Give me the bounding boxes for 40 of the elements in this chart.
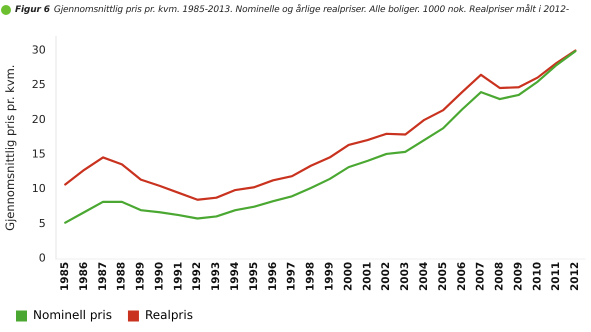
x-tick-label: 2000 <box>342 262 354 292</box>
chart-title: Figur 6 <box>15 5 50 15</box>
x-tick-label: 1994 <box>229 262 242 292</box>
x-tick-label: 1991 <box>172 262 184 292</box>
x-tick-label: 2012 <box>569 262 582 292</box>
x-tick-label: 1993 <box>210 262 222 292</box>
y-tick-label: 25 <box>32 78 46 92</box>
x-tick-label: 1997 <box>286 262 298 292</box>
x-tick-label: 2011 <box>550 262 562 292</box>
x-tick-label: 1992 <box>191 262 204 292</box>
x-tick-label: 1986 <box>78 262 90 292</box>
y-tick-label: 10 <box>32 182 46 196</box>
x-tick-label: 2002 <box>380 262 392 292</box>
y-tick-label: 0 <box>38 252 46 265</box>
y-tick-label: 15 <box>32 147 46 160</box>
x-tick-label: 2009 <box>512 262 524 292</box>
x-tick-label: 1987 <box>96 262 109 292</box>
x-tick-label: 2005 <box>436 262 449 292</box>
x-tick-label: 1995 <box>248 262 260 292</box>
x-tick-label: 2003 <box>399 262 412 292</box>
x-tick-label: 1998 <box>304 262 317 292</box>
x-tick-label: 2006 <box>456 262 468 292</box>
y-tick-label: 20 <box>32 112 46 126</box>
x-tick-label: 2008 <box>494 262 506 292</box>
x-tick-label: 2007 <box>474 262 487 292</box>
x-tick-label: 2010 <box>531 262 544 292</box>
legend-label: Realpris <box>144 308 193 322</box>
x-tick-label: 1999 <box>324 262 336 292</box>
x-tick-label: 1990 <box>153 262 166 292</box>
y-axis-title: Gjennomsnittlig pris pr. kvm. <box>2 64 17 231</box>
x-tick-label: 1996 <box>266 262 279 292</box>
y-tick-label: 5 <box>38 216 46 230</box>
chart-subtitle: Gjennomsnittlig pris pr. kvm. 1985-2013. Nominelle og årlige realpriser. Alle boliger. 1000 nok. Realpriser målt i 2012- <box>54 5 569 15</box>
x-tick-label: 2004 <box>418 262 430 292</box>
legend-label: Nominell pris <box>33 308 112 322</box>
x-tick-label: 1988 <box>116 262 128 292</box>
x-tick-label: 2001 <box>361 262 374 292</box>
x-tick-label: 1985 <box>58 262 71 292</box>
x-tick-label: 1989 <box>134 262 147 292</box>
y-tick-label: 30 <box>32 43 46 56</box>
